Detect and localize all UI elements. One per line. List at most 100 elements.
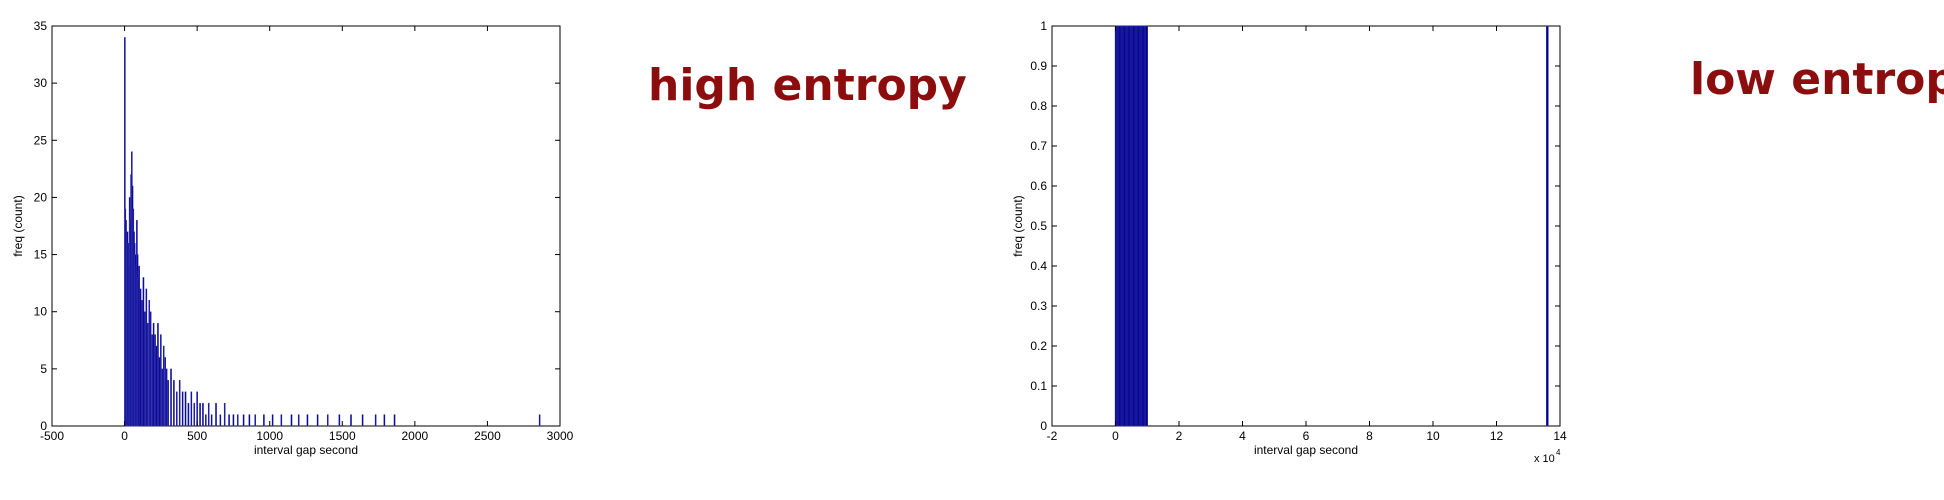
y-tick-label: 0	[1040, 419, 1047, 433]
bar	[393, 414, 396, 427]
x-tick-label: 2000	[402, 429, 429, 443]
chart-high-entropy: -500 0 500 1000 1500 2000 2500 3000051015202530…	[11, 19, 574, 457]
bar	[152, 322, 155, 427]
bar	[1145, 25, 1148, 427]
bar	[167, 380, 169, 427]
y-tick-label: 0.5	[1030, 219, 1047, 233]
bar	[223, 402, 226, 427]
x-tick-label: 4	[1239, 429, 1246, 443]
bar	[199, 402, 201, 427]
bar	[181, 391, 184, 427]
bar	[248, 414, 251, 427]
bar	[162, 345, 165, 427]
y-tick-label: 25	[34, 133, 48, 147]
y-tick-label: 1	[1040, 19, 1047, 33]
x-tick-label: 1000	[256, 429, 283, 443]
bar	[210, 414, 213, 427]
bar	[383, 414, 386, 427]
bar	[193, 402, 196, 427]
x-axis-label: interval gap second	[254, 443, 358, 457]
bar	[170, 368, 172, 427]
bar	[145, 288, 148, 427]
x-tick-label: 2500	[474, 429, 501, 443]
bar	[165, 368, 168, 427]
y-tick-label: 0.4	[1030, 259, 1047, 273]
low-entropy-label: low entropy	[1690, 54, 1944, 105]
x-tick-label: 2	[1176, 429, 1183, 443]
x-tick-label: 6	[1303, 429, 1310, 443]
y-tick-label: 0.6	[1030, 179, 1047, 193]
bar	[219, 414, 222, 427]
x-tick-label: 0	[1112, 429, 1119, 443]
bar	[297, 414, 300, 427]
bar	[316, 414, 319, 427]
high-entropy-label: high entropy	[648, 60, 967, 111]
bar	[271, 414, 274, 427]
bar	[173, 380, 175, 427]
bar	[142, 277, 145, 427]
y-tick-label: 0.9	[1030, 59, 1047, 73]
bar	[155, 345, 158, 427]
y-tick-label: 35	[34, 19, 48, 33]
bar	[538, 414, 541, 427]
bar	[154, 334, 156, 427]
x-tick-label: 1500	[329, 429, 356, 443]
bar	[306, 414, 309, 427]
x-axis-multiplier: x 10	[1534, 453, 1555, 465]
bar	[176, 391, 178, 427]
x-axis-label: interval gap second	[1254, 443, 1358, 457]
y-tick-label: 0	[40, 419, 47, 433]
bar	[184, 391, 187, 427]
bar	[280, 414, 283, 427]
bar	[215, 402, 217, 427]
y-tick-label: 20	[34, 190, 48, 204]
bar	[187, 402, 190, 427]
y-tick-label: 0.8	[1030, 99, 1047, 113]
y-tick-label: 0.3	[1030, 299, 1047, 313]
bar	[178, 380, 181, 427]
bar	[326, 414, 329, 427]
bar	[146, 322, 149, 427]
bar	[207, 402, 210, 427]
bar	[148, 300, 151, 427]
x-tick-label: 8	[1366, 429, 1373, 443]
y-tick-label: 15	[34, 248, 48, 262]
x-tick-label: 3000	[547, 429, 574, 443]
bar	[164, 357, 167, 427]
x-axis-multiplier-exponent: 4	[1556, 448, 1561, 457]
bar	[161, 368, 164, 427]
bar	[138, 265, 140, 427]
bar	[263, 414, 265, 427]
chart-low-entropy: -2 0 2 4 6 8 10 12 1400.10.20.30.40.50.60.70.80.…	[1011, 19, 1567, 465]
bar	[350, 414, 352, 427]
y-tick-label: 5	[40, 362, 47, 376]
bar	[254, 414, 257, 427]
y-tick-label: 0.2	[1030, 339, 1047, 353]
bar	[144, 311, 146, 427]
bar	[139, 288, 142, 427]
x-tick-label: 10	[1426, 429, 1440, 443]
bar	[236, 414, 239, 427]
bar	[196, 391, 198, 427]
bar	[141, 300, 143, 427]
bar	[242, 414, 245, 427]
bar	[228, 414, 230, 427]
y-tick-label: 30	[34, 76, 48, 90]
x-tick-label: 14	[1553, 429, 1567, 443]
bar	[338, 414, 341, 427]
y-tick-label: 0.7	[1030, 139, 1047, 153]
bar	[205, 414, 207, 427]
bar	[157, 322, 159, 427]
bar	[232, 414, 235, 427]
y-tick-label: 0.1	[1030, 379, 1047, 393]
x-tick-label: -2	[1047, 429, 1058, 443]
x-tick-label: 500	[187, 429, 207, 443]
y-axis-label: freq (count)	[11, 195, 25, 256]
x-tick-label: 0	[121, 429, 128, 443]
bar	[290, 414, 293, 427]
bar	[190, 391, 193, 427]
bar	[160, 334, 162, 427]
bar	[1545, 25, 1549, 427]
bar	[361, 414, 364, 427]
bar	[158, 357, 161, 427]
